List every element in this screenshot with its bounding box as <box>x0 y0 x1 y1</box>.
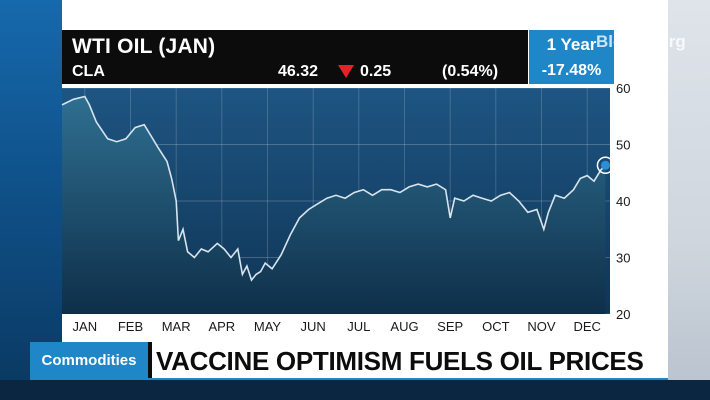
y-tick-label: 20 <box>616 307 630 322</box>
x-tick-label: JAN <box>73 319 98 334</box>
x-tick-label: NOV <box>527 319 556 334</box>
logo-line-2: Bloomberg <box>596 32 686 51</box>
price-line <box>61 95 606 282</box>
price-change-percent: (0.54%) <box>442 63 499 80</box>
x-axis-labels: JAN FEB MAR APR MAY JUN JUL AUG SEP OCT NOV DEC <box>73 319 601 334</box>
performance-period: 1 Year <box>546 35 597 54</box>
performance-value: -17.48% <box>541 62 602 79</box>
category-label: Commodities <box>30 342 148 380</box>
x-tick-label: JUN <box>301 319 326 334</box>
performance-badge: 1 Year -17.48% <box>529 30 614 84</box>
headline-divider <box>148 342 152 380</box>
down-arrow-icon <box>338 65 354 78</box>
x-tick-label: AUG <box>390 319 418 334</box>
bottom-strip <box>0 380 710 400</box>
y-tick-label: 30 <box>616 251 630 266</box>
bnn-bloomberg-logo: BNN Bloomberg <box>596 16 686 50</box>
headline: VACCINE OPTIMISM FUELS OIL PRICES <box>156 346 644 376</box>
x-tick-label: FEB <box>118 319 143 334</box>
background-right-panel <box>668 0 710 400</box>
x-tick-label: APR <box>208 319 235 334</box>
quote-header: WTI OIL (JAN) CLA 46.32 0.25 (0.54%) <box>62 30 528 84</box>
price-area <box>62 96 606 314</box>
marker-dot <box>600 160 610 170</box>
headline-underline <box>148 378 668 381</box>
x-tick-label: SEP <box>437 319 463 334</box>
marker-ring <box>596 156 615 175</box>
y-tick-label: 50 <box>616 138 630 153</box>
y-tick-label: 60 <box>616 81 630 96</box>
background-left-stripe <box>0 0 64 400</box>
y-tick-label: 40 <box>616 194 630 209</box>
x-tick-label: MAY <box>254 319 282 334</box>
logo-line-1: BNN <box>596 15 636 34</box>
price-change: 0.25 <box>360 63 392 80</box>
last-price: 46.32 <box>278 63 319 80</box>
y-axis-labels: 20 30 40 50 60 <box>616 81 630 322</box>
ticker-symbol: CLA <box>72 63 105 80</box>
instrument-title: WTI OIL (JAN) <box>72 35 216 58</box>
x-tick-label: JUL <box>347 319 370 334</box>
x-tick-label: MAR <box>162 319 191 334</box>
last-value-marker <box>596 156 615 175</box>
x-tick-label: OCT <box>482 319 510 334</box>
x-tick-label: DEC <box>573 319 600 334</box>
